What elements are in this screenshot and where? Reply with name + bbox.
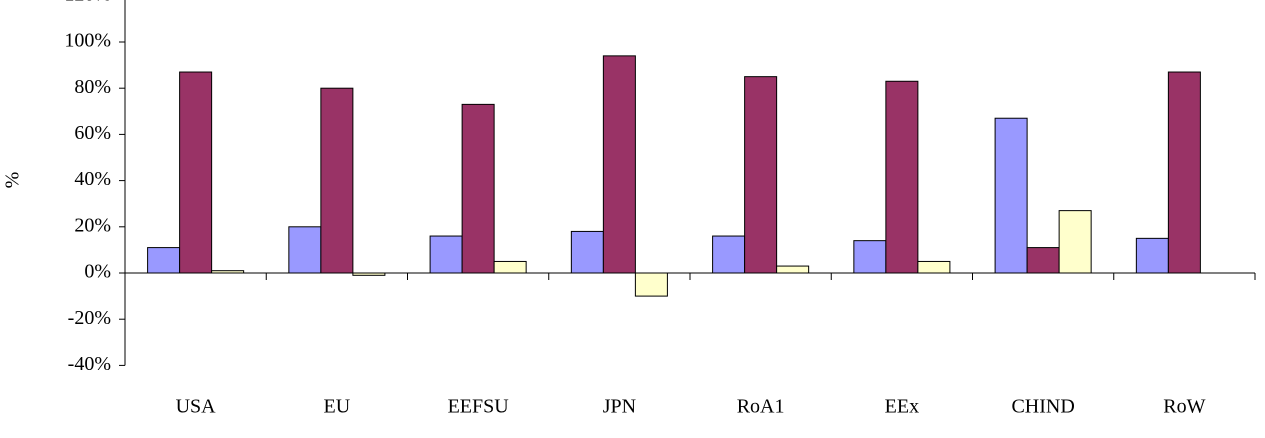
bar xyxy=(179,71,213,274)
bar xyxy=(1135,237,1169,274)
y-tick-label: -40% xyxy=(68,353,111,375)
bar xyxy=(853,240,887,274)
bar xyxy=(1026,247,1060,274)
bar xyxy=(320,87,354,274)
y-tick-label: 80% xyxy=(74,76,111,98)
y-tick-label: 20% xyxy=(74,214,111,236)
y-tick-label: 0% xyxy=(84,261,111,283)
y-axis-label: % xyxy=(2,172,24,189)
bar xyxy=(776,265,810,274)
bar xyxy=(429,235,463,274)
y-tick-label: 40% xyxy=(74,168,111,190)
bar xyxy=(461,103,495,274)
x-tick-label: RoA1 xyxy=(737,396,785,418)
x-tick-label: EEFSU xyxy=(448,396,510,418)
bar xyxy=(744,76,778,274)
y-tick-label: 100% xyxy=(64,30,111,52)
bar xyxy=(712,235,746,274)
bar xyxy=(1058,210,1092,274)
x-tick-label: EEx xyxy=(885,396,919,418)
x-tick-label: RoW xyxy=(1163,396,1205,418)
bar xyxy=(570,230,604,274)
bar xyxy=(493,260,527,274)
x-tick-label: USA xyxy=(176,396,217,418)
bar xyxy=(917,260,951,274)
y-tick-label: -20% xyxy=(68,307,111,329)
x-tick-label: EU xyxy=(324,396,351,418)
bar xyxy=(1167,71,1201,274)
x-tick-label: JPN xyxy=(603,396,636,418)
bar xyxy=(885,80,919,274)
bar xyxy=(994,117,1028,274)
y-tick-label: 60% xyxy=(74,122,111,144)
y-tick-label: 120% xyxy=(64,0,111,5)
bar xyxy=(147,247,181,274)
bar xyxy=(288,226,322,274)
bar xyxy=(602,55,636,274)
bar xyxy=(634,272,668,297)
x-tick-label: CHIND xyxy=(1011,396,1074,418)
